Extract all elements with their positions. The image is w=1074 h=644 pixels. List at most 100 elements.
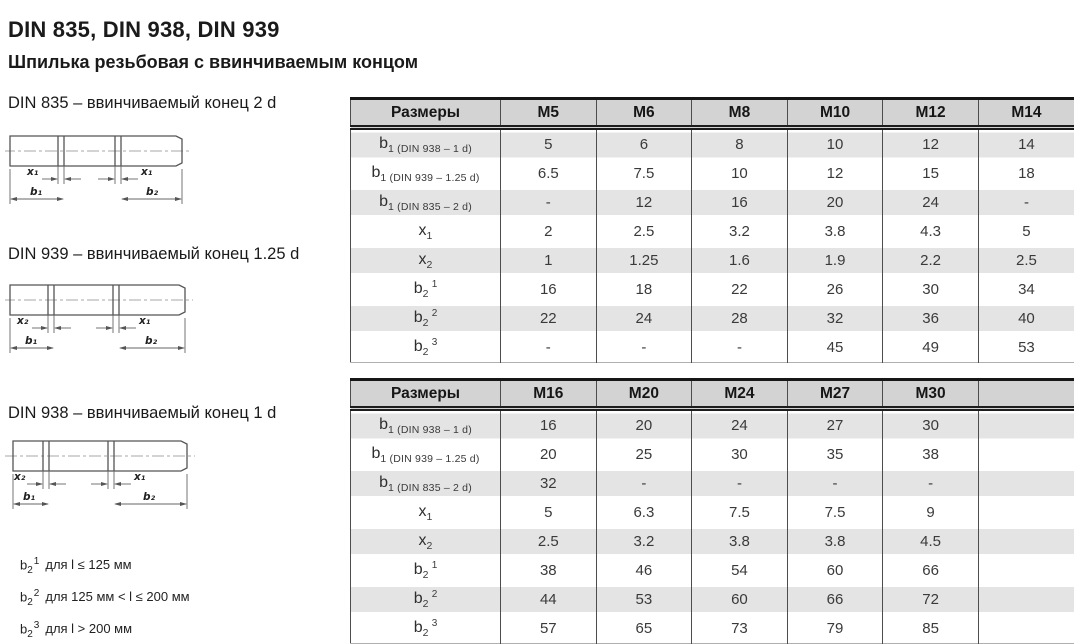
dim-label-b-right: b₂: [145, 335, 158, 347]
row-label: b23: [351, 614, 501, 644]
value-cell: [978, 498, 1074, 527]
column-header: Размеры: [351, 99, 501, 128]
value-cell: 36: [883, 304, 979, 333]
column-header: M10: [787, 99, 883, 128]
caption-din939: DIN 939 – ввинчиваемый конец 1.25 d: [8, 245, 299, 264]
value-cell: 72: [883, 585, 979, 614]
value-cell: 57: [501, 614, 597, 644]
value-cell: 8: [692, 128, 788, 160]
value-cell: 49: [883, 333, 979, 363]
value-cell: 27: [787, 409, 883, 441]
value-cell: 16: [501, 275, 597, 304]
value-cell: 22: [501, 304, 597, 333]
row-label: b21: [351, 275, 501, 304]
value-cell: 12: [596, 188, 692, 217]
value-cell: 24: [883, 188, 979, 217]
value-cell: [978, 527, 1074, 556]
din938-stud-drawing: x₂ x₁ b₁ b₂: [5, 428, 205, 526]
value-cell: [978, 585, 1074, 614]
column-header: M12: [883, 99, 979, 128]
value-cell: 2: [501, 217, 597, 246]
row-label: x1: [351, 217, 501, 246]
value-cell: 14: [978, 128, 1074, 160]
value-cell: -: [596, 469, 692, 498]
value-cell: 20: [596, 409, 692, 441]
value-cell: 32: [501, 469, 597, 498]
value-cell: 2.5: [978, 246, 1074, 275]
value-cell: 3.8: [692, 527, 788, 556]
value-cell: 4.3: [883, 217, 979, 246]
value-cell: 28: [692, 304, 788, 333]
dim-label-x-right: x₁: [133, 471, 146, 483]
value-cell: 18: [978, 159, 1074, 188]
value-cell: -: [692, 469, 788, 498]
value-cell: 54: [692, 556, 788, 585]
column-header: M5: [501, 99, 597, 128]
value-cell: 35: [787, 440, 883, 469]
value-cell: [978, 469, 1074, 498]
row-label: b22: [351, 304, 501, 333]
value-cell: 1.9: [787, 246, 883, 275]
value-cell: 3.8: [787, 527, 883, 556]
value-cell: 5: [978, 217, 1074, 246]
value-cell: 65: [596, 614, 692, 644]
value-cell: 25: [596, 440, 692, 469]
value-cell: 3.2: [692, 217, 788, 246]
value-cell: 6.5: [501, 159, 597, 188]
value-cell: 7.5: [787, 498, 883, 527]
table-row: b1 (DIN 835 – 2 d)32----: [351, 469, 1074, 498]
row-label: b1 (DIN 939 – 1.25 d): [351, 440, 501, 469]
row-label: b21: [351, 556, 501, 585]
value-cell: 1.25: [596, 246, 692, 275]
column-header: M20: [596, 380, 692, 409]
value-cell: 2.5: [501, 527, 597, 556]
value-cell: 30: [883, 275, 979, 304]
value-cell: 32: [787, 304, 883, 333]
value-cell: -: [501, 333, 597, 363]
column-header: M30: [883, 380, 979, 409]
value-cell: 46: [596, 556, 692, 585]
column-header: Размеры: [351, 380, 501, 409]
value-cell: 44: [501, 585, 597, 614]
value-cell: 60: [787, 556, 883, 585]
din835-stud-drawing: x₁ x₁ b₁ b₂: [5, 123, 205, 221]
column-header: M16: [501, 380, 597, 409]
value-cell: -: [596, 333, 692, 363]
column-header: M27: [787, 380, 883, 409]
value-cell: 7.5: [692, 498, 788, 527]
value-cell: 15: [883, 159, 979, 188]
value-cell: 53: [596, 585, 692, 614]
column-header: M24: [692, 380, 788, 409]
value-cell: 4.5: [883, 527, 979, 556]
value-cell: 1.6: [692, 246, 788, 275]
value-cell: -: [883, 469, 979, 498]
value-cell: 3.2: [596, 527, 692, 556]
dim-label-b-left: b₁: [25, 335, 38, 347]
value-cell: 20: [787, 188, 883, 217]
value-cell: 5: [501, 498, 597, 527]
dim-label-b-right: b₂: [143, 491, 156, 503]
value-cell: 6.3: [596, 498, 692, 527]
row-label: x2: [351, 527, 501, 556]
row-label: b1 (DIN 835 – 2 d): [351, 469, 501, 498]
value-cell: [978, 556, 1074, 585]
row-label: b22: [351, 585, 501, 614]
value-cell: 73: [692, 614, 788, 644]
value-cell: [978, 440, 1074, 469]
row-label: b23: [351, 333, 501, 363]
